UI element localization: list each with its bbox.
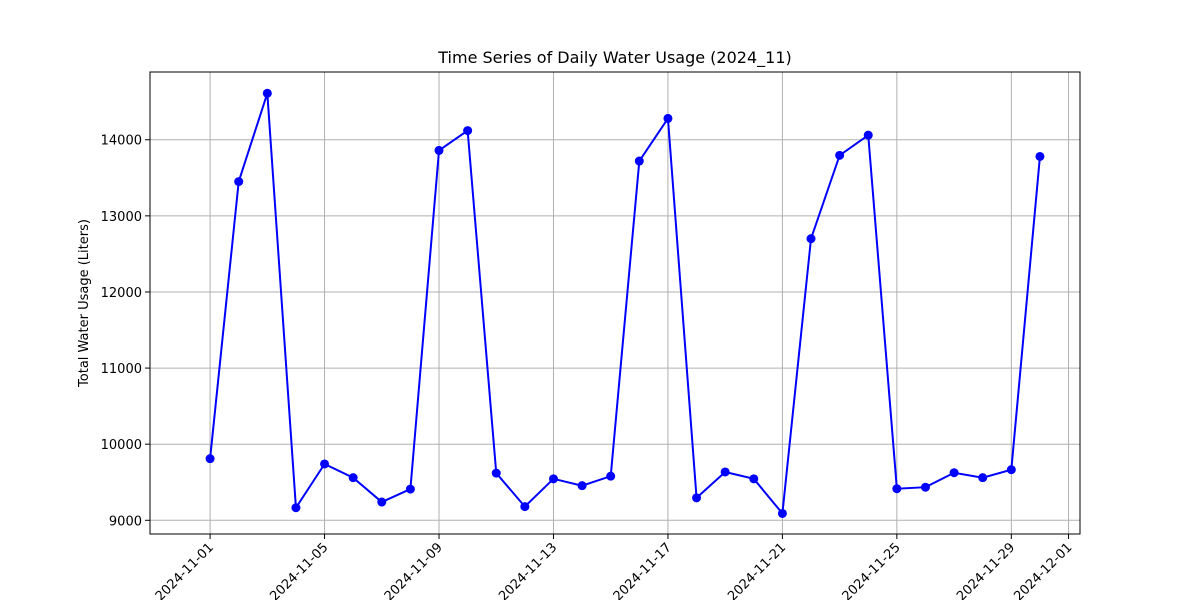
x-tick-label: 2024-11-01 (153, 540, 217, 600)
x-axis: 2024-11-01 2024-11-05 2024-11-09 2024-11-13… (153, 534, 1075, 600)
y-tick-label: 12000 (101, 286, 142, 301)
y-axis: 9000 10000 11000 12000 13000 14000 (101, 134, 150, 529)
data-point (835, 150, 845, 160)
chart-title: Time Series of Daily Water Usage (2024_1… (437, 48, 792, 68)
x-tick-label: 2024-11-13 (496, 540, 560, 600)
data-point (320, 459, 330, 469)
data-point (777, 508, 787, 518)
data-point (606, 471, 616, 481)
data-point (692, 493, 702, 503)
data-point (1006, 465, 1016, 475)
y-tick-label: 13000 (101, 210, 142, 225)
data-point (720, 467, 730, 477)
x-tick-label: 2024-12-01 (1011, 540, 1075, 600)
data-point (205, 454, 215, 464)
data-point (978, 473, 988, 483)
data-point (863, 130, 873, 140)
data-point (806, 234, 816, 244)
data-point (377, 497, 387, 507)
x-tick-label: 2024-11-05 (267, 540, 331, 600)
y-tick-label: 11000 (101, 362, 142, 377)
data-point (234, 177, 244, 187)
x-tick-label: 2024-11-09 (382, 540, 446, 600)
y-axis-label: Total Water Usage (Liters) (77, 219, 92, 388)
data-point (892, 484, 902, 494)
series-line (209, 93, 1041, 516)
data-point (920, 482, 930, 492)
data-point (663, 113, 673, 123)
data-point (548, 474, 558, 484)
data-point (291, 503, 301, 513)
data-point (520, 502, 530, 512)
plot-area (149, 71, 1081, 535)
data-point (463, 126, 473, 136)
y-tick-label: 9000 (109, 514, 142, 529)
series-group (205, 88, 1045, 518)
data-point (949, 468, 959, 478)
data-point (491, 468, 501, 478)
x-tick-label: 2024-11-17 (611, 540, 675, 600)
data-point (749, 474, 759, 484)
x-tick-label: 2024-11-21 (725, 540, 789, 600)
data-point (1035, 151, 1045, 161)
data-point (348, 473, 358, 483)
grid-lines (150, 72, 1080, 534)
data-point (634, 156, 644, 166)
data-point (434, 145, 444, 155)
y-tick-label: 14000 (101, 134, 142, 149)
data-point (262, 88, 272, 98)
data-point (405, 484, 415, 494)
x-tick-label: 2024-11-29 (954, 540, 1018, 600)
x-tick-label: 2024-11-25 (840, 540, 904, 600)
data-point (577, 481, 587, 491)
y-tick-label: 10000 (101, 438, 142, 453)
